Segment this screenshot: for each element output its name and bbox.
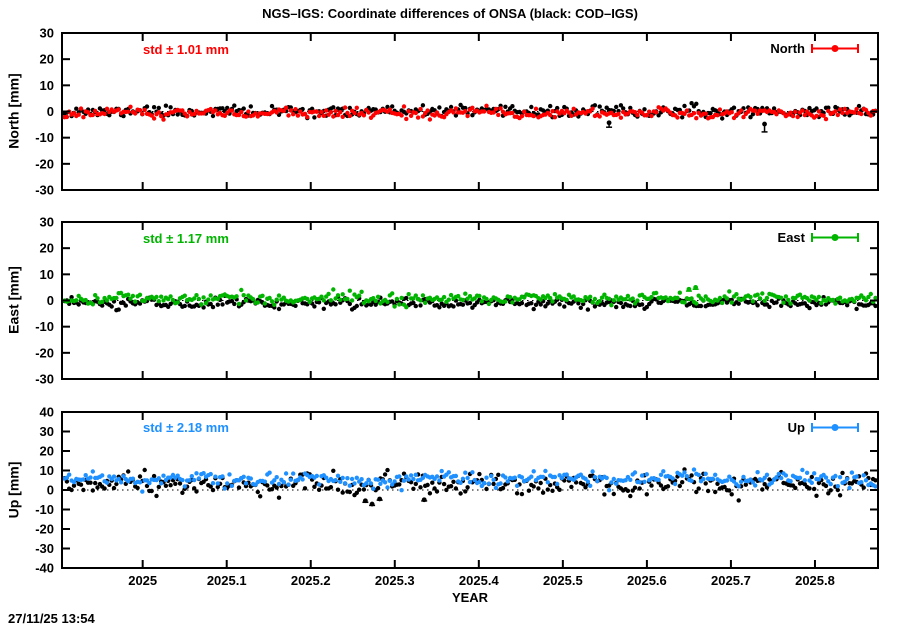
panel-up: -40 -30 -20 -10 0 10 20 30 40	[35, 405, 879, 576]
y-tick-label: 20	[40, 52, 54, 67]
legend-errorbar-sample	[811, 423, 859, 432]
y-tick-label: -10	[35, 502, 54, 517]
x-tick-label: 2025.3	[374, 573, 415, 588]
plot-timestamp: 27/11/25 13:54	[8, 611, 95, 626]
y-tick-label: 10	[40, 463, 54, 478]
series-ngs-igs	[62, 103, 878, 122]
x-tick-label: 2025.7	[711, 573, 751, 588]
legend-errorbar-sample	[811, 44, 859, 53]
y-tick-label: 30	[40, 26, 54, 41]
y-tick-label: -10	[35, 319, 54, 334]
y-tick-label: 0	[47, 104, 54, 119]
up-std-annotation: std ± 2.18 mm	[143, 420, 229, 435]
y-tick-label: 30	[40, 424, 54, 439]
x-axis-title: YEAR	[451, 590, 489, 605]
up-legend-label: Up	[787, 420, 805, 435]
series-ngs-igs	[62, 467, 878, 494]
outlier-point	[685, 286, 692, 292]
y-tick-label: 10	[40, 267, 54, 282]
outlier-point	[692, 285, 699, 290]
y-tick-label: -20	[35, 522, 54, 537]
y-tick-label: 10	[40, 78, 54, 93]
y-tick-label: 40	[40, 405, 54, 420]
outlier-point	[761, 121, 768, 133]
east-axis-label: East [mm]	[5, 266, 22, 334]
y-tick-label: 0	[47, 483, 54, 498]
outlier-point	[376, 496, 383, 502]
outlier-point	[369, 501, 376, 507]
x-tick-label: 2025.8	[795, 573, 835, 588]
x-tick-label: 2025.4	[458, 573, 499, 588]
y-tick-label: -30	[35, 372, 54, 387]
y-tick-label: 20	[40, 444, 54, 459]
x-tick-label: 2025.5	[542, 573, 583, 588]
y-tick-label: -30	[35, 183, 54, 198]
y-tick-label: -20	[35, 156, 54, 171]
up-axis-label: Up [mm]	[5, 461, 22, 519]
east-legend-label: East	[777, 230, 805, 245]
y-tick-label: -40	[35, 561, 54, 576]
x-tick-label: 2025	[128, 573, 158, 588]
series-ngs-igs	[62, 287, 878, 310]
outlier-point	[606, 120, 613, 128]
y-tick-label: -30	[35, 541, 54, 556]
panel-north: -30 -20 -10 0 10 20 30	[35, 26, 879, 198]
north-legend-label: North	[770, 41, 805, 56]
y-tick-label: 20	[40, 241, 54, 256]
x-tick-label: 2025.6	[627, 573, 667, 588]
panel-east: -30 -20 -10 0 10 20 30	[35, 215, 879, 387]
y-tick-label: 0	[47, 293, 54, 308]
y-tick-label: 30	[40, 215, 54, 230]
y-tick-label: -20	[35, 345, 54, 360]
outlier-point	[421, 497, 428, 503]
chart-title: NGS–IGS: Coordinate differences of ONSA …	[262, 6, 638, 21]
north-axis-label: North [mm]	[5, 73, 22, 149]
x-tick-label: 2025.2	[290, 573, 331, 588]
outlier-point	[362, 498, 369, 504]
legend-errorbar-sample	[811, 233, 859, 242]
y-tick-label: -10	[35, 130, 54, 145]
north-std-annotation: std ± 1.01 mm	[143, 42, 229, 57]
series-cod-igs	[62, 293, 878, 313]
x-tick-label: 2025.1	[206, 573, 247, 588]
east-std-annotation: std ± 1.17 mm	[143, 231, 229, 246]
